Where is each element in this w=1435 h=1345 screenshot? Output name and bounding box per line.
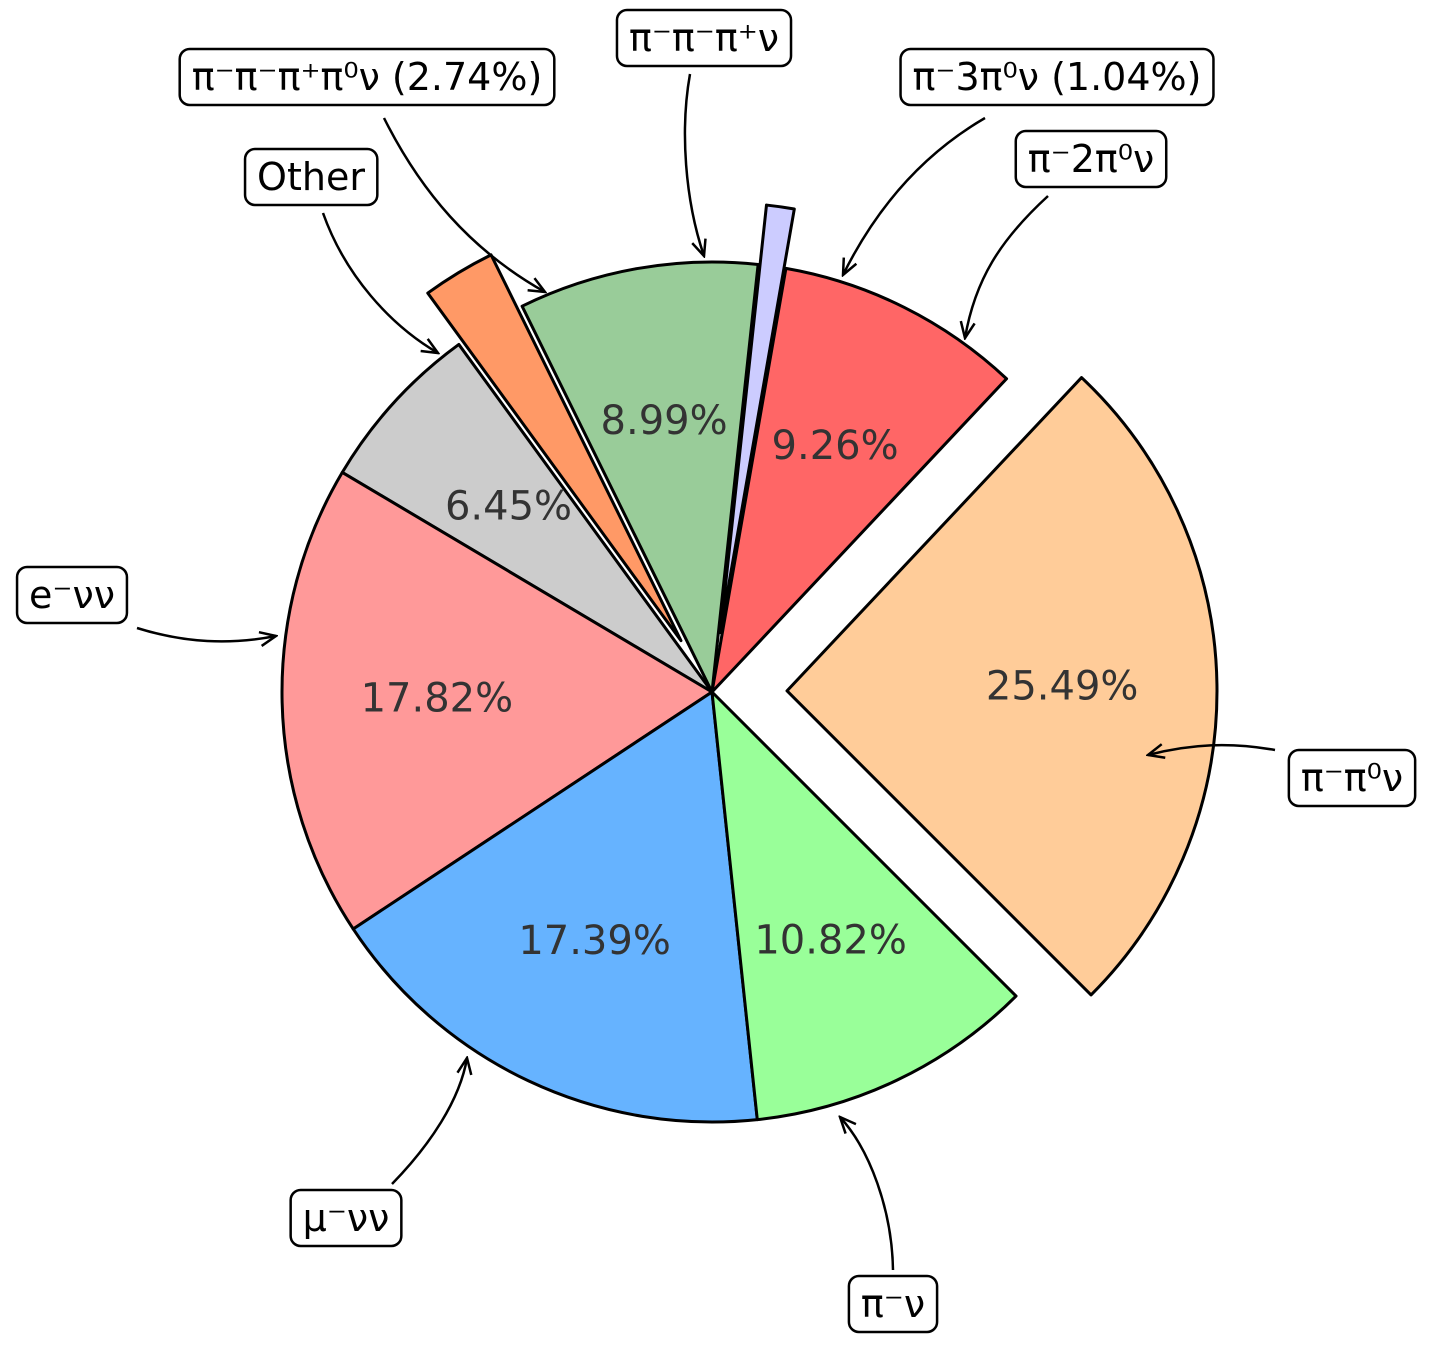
annotation-arrow xyxy=(840,1117,895,1271)
pie-slice xyxy=(280,470,714,931)
slice-percent-label: 9.26% xyxy=(772,423,899,469)
slice-name-text: π⁻π⁰ν xyxy=(1301,756,1403,800)
slice-name-label: e⁻νν xyxy=(15,565,129,625)
slice-name-label: π⁻π⁻π⁺ν xyxy=(615,8,793,68)
annotation-arrow xyxy=(843,116,986,275)
slice-name-label: π⁻ν xyxy=(847,1274,939,1334)
slice-name-label: π⁻π⁰ν xyxy=(1287,748,1417,808)
pie-slice xyxy=(340,342,714,694)
slice-name-text: π⁻3π⁰ν (1.04%) xyxy=(913,55,1202,99)
annotation-arrow xyxy=(136,626,276,641)
slice-name-label: Other xyxy=(243,147,379,207)
pie-slice xyxy=(718,203,796,635)
label-box xyxy=(899,47,1215,107)
label-box xyxy=(1287,748,1417,808)
annotation-arrow xyxy=(965,195,1049,338)
slice-percent-label: 17.39% xyxy=(518,918,671,964)
label-box xyxy=(178,47,556,107)
label-box xyxy=(289,1188,403,1248)
label-box xyxy=(847,1274,939,1334)
slice-name-label: π⁻π⁻π⁺π⁰ν (2.74%) xyxy=(178,47,556,107)
pie-slice xyxy=(520,260,760,694)
annotation-arrow xyxy=(683,73,704,256)
slice-name-label: π⁻3π⁰ν (1.04%) xyxy=(899,47,1215,107)
slice-name-text: π⁻2π⁰ν xyxy=(1028,137,1154,181)
label-box xyxy=(1014,129,1168,189)
slice-name-text: π⁻π⁻π⁺π⁰ν (2.74%) xyxy=(192,55,543,99)
slice-name-label: π⁻2π⁰ν xyxy=(1014,129,1168,189)
slice-name-label: μ⁻νν xyxy=(289,1188,403,1248)
slice-name-text: π⁻π⁻π⁺ν xyxy=(629,16,779,60)
pie-slice xyxy=(351,690,759,1124)
label-box xyxy=(15,565,129,625)
annotation-arrow xyxy=(321,212,438,353)
slice-name-text: μ⁻νν xyxy=(303,1196,390,1240)
pie-slice xyxy=(785,376,1219,997)
pie-slice xyxy=(710,266,1009,694)
slice-percent-label: 10.82% xyxy=(754,917,907,963)
annotation-arrow xyxy=(391,1058,467,1185)
annotation-arrow xyxy=(382,117,545,292)
slice-percent-label: 6.45% xyxy=(445,484,572,530)
slice-percent-label: 17.82% xyxy=(361,676,514,722)
slice-name-text: Other xyxy=(257,155,365,199)
annotation-arrow xyxy=(1148,745,1276,755)
slice-name-text: π⁻ν xyxy=(861,1282,925,1326)
slice-percent-label: 25.49% xyxy=(986,664,1139,710)
slice-name-text: e⁻νν xyxy=(29,573,115,617)
pie-slice xyxy=(710,690,1018,1122)
slice-percent-label: 8.99% xyxy=(601,398,728,444)
label-box xyxy=(243,147,379,207)
label-box xyxy=(615,8,793,68)
